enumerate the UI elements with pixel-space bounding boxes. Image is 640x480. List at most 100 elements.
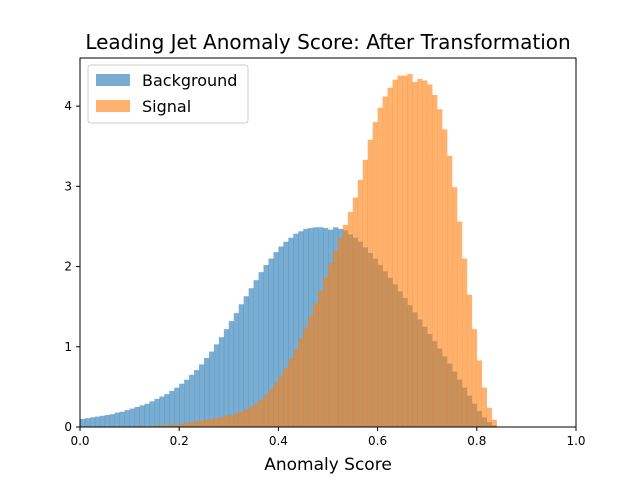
signal-bar — [397, 75, 403, 428]
background-bar — [278, 246, 284, 427]
signal-bar — [452, 187, 458, 427]
signal-bar — [293, 349, 299, 427]
background-bar — [124, 410, 130, 427]
signal-bar — [223, 415, 230, 427]
signal-bar — [432, 94, 438, 428]
signal-bar — [382, 96, 388, 427]
signal-bar — [213, 418, 220, 427]
x-tick-label: 0.8 — [467, 434, 486, 448]
plot-frame — [79, 57, 577, 428]
background-bar — [159, 396, 165, 427]
legend-swatch-background — [96, 74, 130, 86]
background-bar — [238, 304, 244, 427]
signal-bar — [238, 411, 244, 427]
background-bar — [184, 379, 190, 427]
signal-bar — [412, 82, 418, 427]
legend-label-signal: Signal — [142, 97, 191, 116]
signal-bar — [352, 197, 359, 427]
background-bar — [293, 233, 299, 427]
background-bar — [164, 394, 170, 427]
y-tick-label: 1 — [64, 340, 72, 354]
signal-bar — [248, 406, 254, 427]
background-bar — [218, 337, 225, 427]
signal-bar — [313, 303, 319, 427]
signal-bar — [303, 327, 309, 427]
signal-bar — [184, 422, 190, 427]
signal-bar — [417, 78, 423, 428]
signal-bar — [456, 221, 463, 427]
background-bar — [288, 237, 294, 427]
background-bar — [89, 417, 96, 427]
signal-bar — [159, 425, 165, 427]
signal-bar — [323, 276, 329, 427]
y-tick-label: 4 — [64, 99, 72, 113]
signal-bar — [377, 107, 383, 427]
signal-bar — [308, 315, 314, 427]
background-bar — [273, 252, 279, 427]
x-tick-label: 1.0 — [566, 434, 585, 448]
chart-title: Leading Jet Anomaly Score: After Transfo… — [85, 30, 570, 54]
signal-bar — [288, 358, 294, 427]
background-bar — [94, 416, 101, 427]
background-bar — [213, 344, 220, 427]
signal-bar — [268, 389, 274, 427]
legend: Background Signal — [87, 64, 249, 124]
background-bar — [174, 387, 180, 427]
background-bar — [268, 258, 274, 427]
signal-bar — [318, 290, 324, 427]
background-bar — [243, 296, 249, 427]
background-bar — [129, 408, 135, 427]
background-bar — [263, 264, 269, 427]
signal-series — [134, 74, 497, 428]
background-bar — [228, 321, 235, 427]
signal-bar — [466, 294, 473, 427]
signal-bar — [476, 360, 483, 427]
background-bar — [298, 231, 304, 427]
signal-bar — [179, 423, 185, 427]
x-tick-label: 0.2 — [170, 434, 189, 448]
signal-bar — [392, 79, 398, 427]
y-tick-label: 2 — [64, 260, 72, 274]
signal-bar — [218, 417, 225, 427]
background-bar — [134, 406, 140, 427]
background-bar — [139, 405, 145, 427]
background-bar — [99, 415, 106, 427]
x-tick-label: 0.6 — [368, 434, 387, 448]
background-bar — [233, 313, 240, 427]
signal-bar — [164, 425, 170, 427]
background-bar — [179, 383, 185, 427]
background-bar — [253, 280, 259, 427]
signal-bar — [328, 263, 334, 427]
signal-bar — [402, 75, 408, 428]
y-tick-label: 0 — [64, 420, 72, 434]
signal-bar — [442, 129, 448, 427]
signal-bar — [228, 414, 235, 427]
signal-bar — [298, 338, 304, 427]
x-axis: 0.0 0.2 0.4 0.6 0.8 1.0 — [70, 427, 586, 448]
signal-bar — [283, 367, 289, 427]
signal-bar — [253, 403, 259, 427]
signal-bar — [491, 419, 497, 427]
signal-bar — [427, 84, 433, 427]
y-axis: 0 1 2 3 4 — [64, 99, 80, 434]
signal-bar — [278, 375, 284, 427]
signal-bar — [481, 387, 488, 427]
background-bar — [84, 418, 91, 427]
signal-bar — [362, 159, 368, 427]
signal-bar — [194, 421, 200, 427]
signal-bar — [407, 74, 413, 427]
background-bar — [154, 398, 160, 427]
legend-swatch-signal — [96, 100, 130, 112]
signal-bar — [387, 87, 393, 428]
y-tick-label: 3 — [64, 179, 72, 193]
signal-bar — [169, 424, 175, 427]
signal-bar — [189, 422, 195, 427]
signal-bar — [258, 399, 264, 427]
signal-bar — [437, 109, 443, 427]
background-bar — [169, 390, 175, 427]
background-bar — [114, 412, 120, 427]
signal-bar — [204, 419, 210, 427]
signal-bar — [347, 212, 354, 427]
background-bar — [199, 364, 205, 427]
